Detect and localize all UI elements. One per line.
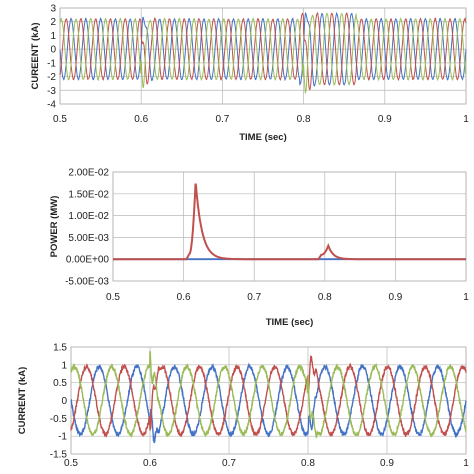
y-tick-label: 2 bbox=[50, 17, 56, 28]
x-tick-label: 0.8 bbox=[297, 114, 311, 125]
y-tick-label: 1 bbox=[50, 31, 56, 42]
series-line-phase-3 bbox=[59, 12, 467, 94]
y-tick-label: 2.00E-02 bbox=[68, 168, 109, 179]
chart-3: 0.5 0.6 0.7 0.8 0.9 1 1.5 1 0.5 0 -0.5 -1 -1.5 CURREN… bbox=[17, 343, 469, 470]
y-tick-label: -5.00E-03 bbox=[65, 277, 109, 288]
plot-frame bbox=[112, 171, 467, 282]
y-tick-label: -1 bbox=[58, 432, 67, 443]
x-axis-label: TIME (sec) bbox=[266, 317, 314, 328]
y-tick-label: -4 bbox=[47, 100, 56, 111]
x-tick-label: 0.9 bbox=[380, 458, 394, 469]
x-tick-label: 1 bbox=[463, 114, 469, 125]
x-tick-label: 0.5 bbox=[106, 292, 120, 303]
chart-2: 0.5 0.6 0.7 0.8 0.9 1 2.00E-02 1.50E-02 1.00E-02… bbox=[49, 168, 469, 329]
y-tick-label: 0.00E+00 bbox=[66, 255, 110, 266]
y-tick-label: 0 bbox=[61, 396, 67, 407]
x-tick-label: 0.5 bbox=[53, 114, 67, 125]
y-axis-label: CURRENT (kA) bbox=[17, 367, 28, 435]
y-tick-label: 3 bbox=[50, 4, 56, 15]
x-tick-label: 0.7 bbox=[222, 458, 236, 469]
y-axis-label: CUREENT (kA) bbox=[30, 22, 41, 89]
x-tick-label: 0.9 bbox=[378, 114, 392, 125]
series-line-phase-1 bbox=[70, 362, 467, 444]
y-tick-label: 1.00E-02 bbox=[68, 211, 109, 222]
x-tick-label: 0.5 bbox=[64, 458, 78, 469]
y-tick-label: -2 bbox=[47, 72, 56, 83]
chart-1: 0.5 0.6 0.7 0.8 0.9 1 3 2 1 0 -1 -2 -3 -4 TIME (sec) CU… bbox=[30, 4, 469, 144]
y-tick-label: -0.5 bbox=[50, 414, 68, 425]
x-tick-label: 0.8 bbox=[318, 292, 332, 303]
x-axis-label: TIME (sec) bbox=[239, 132, 287, 143]
x-tick-label: 1 bbox=[463, 292, 469, 303]
x-tick-label: 1 bbox=[463, 458, 469, 469]
x-tick-label: 0.8 bbox=[301, 458, 315, 469]
series-line-power bbox=[113, 183, 466, 261]
x-tick-label: 0.6 bbox=[143, 458, 157, 469]
y-tick-label: 0.5 bbox=[53, 378, 67, 389]
y-tick-label: -1 bbox=[47, 58, 56, 69]
series-line-phase-2 bbox=[70, 354, 467, 438]
y-tick-label: 1 bbox=[61, 360, 67, 371]
x-tick-label: 0.7 bbox=[247, 292, 261, 303]
y-tick-label: -1.5 bbox=[50, 450, 68, 461]
series-line-phase-3 bbox=[70, 350, 467, 439]
y-tick-label: 0 bbox=[50, 45, 56, 56]
y-tick-label: 5.00E-03 bbox=[68, 233, 109, 244]
series-line-phase-1 bbox=[59, 11, 467, 87]
x-tick-label: 0.6 bbox=[134, 114, 148, 125]
x-tick-label: 0.9 bbox=[388, 292, 402, 303]
y-tick-label: 1.50E-02 bbox=[68, 189, 109, 200]
y-tick-label: -3 bbox=[47, 86, 56, 97]
y-axis-label: POWER (MW) bbox=[49, 196, 60, 258]
x-tick-label: 0.6 bbox=[177, 292, 191, 303]
x-tick-label: 0.7 bbox=[215, 114, 229, 125]
y-tick-label: 1.5 bbox=[53, 343, 67, 354]
